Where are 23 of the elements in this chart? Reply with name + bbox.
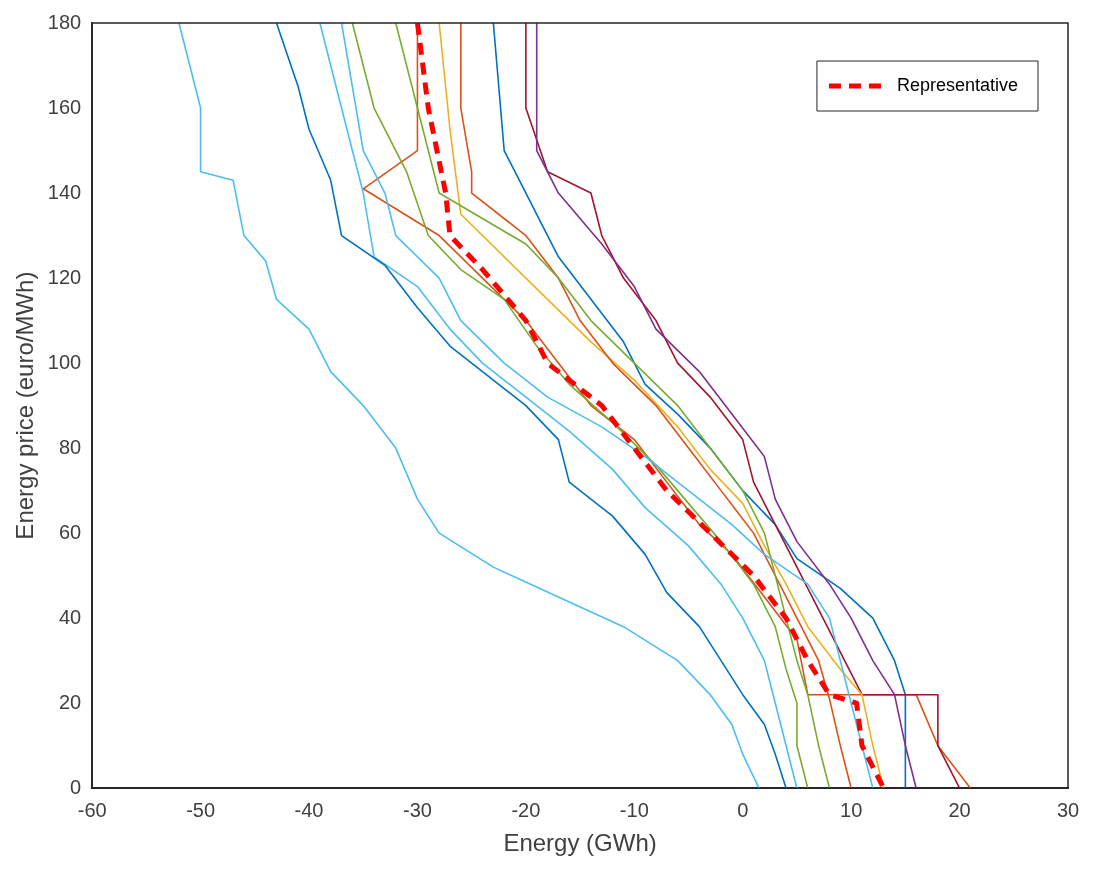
- y-tick-label: 100: [47, 350, 82, 373]
- x-tick-label: 0: [737, 798, 749, 821]
- x-tick-label: -30: [402, 798, 432, 821]
- y-axis-title: Energy price (euro/MWh): [11, 271, 39, 540]
- legend-label: Representative: [896, 74, 1019, 95]
- y-tick-label: 180: [47, 10, 82, 33]
- y-tick-label: 160: [47, 95, 82, 118]
- x-tick-label: 30: [1056, 798, 1080, 821]
- y-tick-label: 60: [58, 520, 82, 543]
- y-tick-label: 140: [47, 180, 82, 203]
- x-axis-title: Energy (GWh): [503, 829, 657, 857]
- x-tick-label: -10: [619, 798, 649, 821]
- x-tick-label: 20: [948, 798, 971, 821]
- x-tick-label: 10: [840, 798, 863, 821]
- y-tick-label: 40: [58, 605, 82, 628]
- y-tick-label: 0: [70, 775, 82, 798]
- y-tick-label: 80: [58, 435, 82, 458]
- x-tick-label: -40: [294, 798, 324, 821]
- y-tick-label: 20: [58, 690, 82, 713]
- x-tick-label: -20: [511, 798, 541, 821]
- x-tick-label: -50: [186, 798, 216, 821]
- x-tick-label: -60: [77, 798, 107, 821]
- y-tick-label: 120: [47, 265, 82, 288]
